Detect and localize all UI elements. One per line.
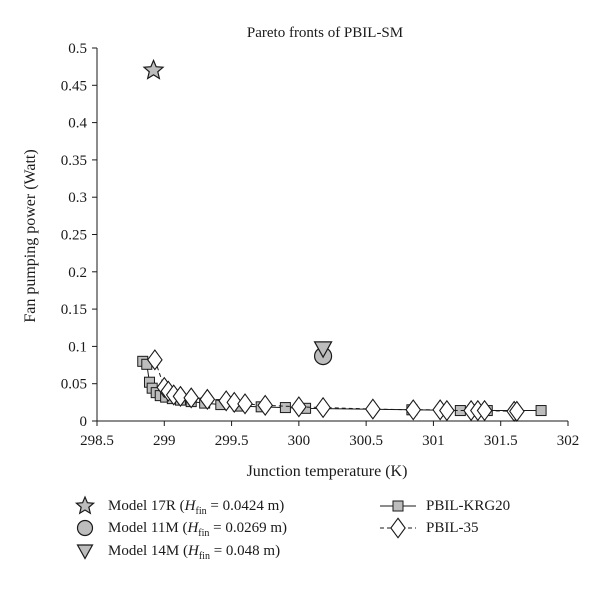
y-axis-ticks: 0 0.05 0.1 0.15 0.2 0.25 0.3 0.35 0.4 0.45 0.5 (61, 41, 97, 430)
chart-title: Pareto fronts of PBIL-SM (247, 25, 403, 41)
data-point (439, 399, 455, 422)
y-tick-label: 0.05 (61, 377, 87, 393)
plot-axes (96, 48, 568, 422)
data-point (509, 400, 525, 422)
model-markers (142, 58, 333, 366)
y-tick-label: 0.1 (68, 339, 87, 355)
data-point (476, 399, 493, 422)
data-point (279, 402, 291, 414)
model-point (313, 341, 333, 359)
legend-label: PBIL-KRG20 (426, 498, 510, 514)
x-tick-label: 300 (288, 433, 311, 449)
model-point (142, 58, 165, 80)
legend-item-model: Model 17R (Hfin = 0.0424 m) (74, 495, 284, 517)
y-tick-label: 0.2 (68, 265, 87, 281)
x-axis-ticks: 298.5 299 299.5 300 300.5 301 301.5 302 (80, 421, 579, 449)
x-axis-label: Junction temperature (K) (247, 463, 408, 480)
legend-label: Model 14M (Hfin = 0.048 m) (108, 543, 280, 562)
series-2 (147, 349, 525, 422)
x-tick-label: 298.5 (80, 433, 114, 449)
legend-item-series: PBIL-35 (380, 517, 479, 539)
legend: Model 17R (Hfin = 0.0424 m) Model 11M (Hf… (74, 495, 510, 562)
y-tick-label: 0.45 (61, 78, 87, 94)
data-point (535, 405, 547, 417)
x-tick-label: 300.5 (349, 433, 383, 449)
legend-item-model: Model 14M (Hfin = 0.048 m) (76, 543, 280, 562)
legend-label: Model 11M (Hfin = 0.0269 m) (108, 520, 287, 539)
y-tick-label: 0 (80, 414, 88, 430)
data-point (199, 388, 216, 411)
legend-marker (74, 495, 96, 515)
x-tick-label: 299.5 (215, 433, 249, 449)
legend-marker (76, 519, 94, 537)
y-tick-label: 0.5 (68, 41, 87, 57)
data-point (183, 387, 200, 409)
x-tick-label: 302 (557, 433, 580, 449)
y-axis-label: Fan pumping power (Watt) (22, 149, 39, 322)
y-tick-label: 0.25 (61, 228, 87, 244)
x-tick-label: 301 (422, 433, 445, 449)
data-point (291, 396, 307, 418)
y-tick-label: 0.15 (61, 302, 87, 318)
data-point (147, 349, 163, 371)
series-layer (137, 349, 547, 422)
legend-marker (76, 544, 94, 560)
legend-item-model: Model 11M (Hfin = 0.0269 m) (76, 519, 287, 539)
legend-label: PBIL-35 (426, 520, 479, 536)
data-point (365, 398, 381, 420)
legend-marker (392, 500, 404, 512)
data-point (226, 391, 243, 414)
data-point (172, 385, 189, 408)
data-point (405, 399, 422, 421)
x-tick-label: 299 (153, 433, 176, 449)
data-point (315, 396, 331, 419)
data-point (237, 393, 253, 415)
legend-label: Model 17R (Hfin = 0.0424 m) (108, 498, 284, 517)
y-tick-label: 0.3 (68, 190, 87, 206)
legend-item-series: PBIL-KRG20 (380, 498, 510, 514)
x-tick-label: 301.5 (484, 433, 518, 449)
y-tick-label: 0.4 (68, 116, 87, 132)
data-point (257, 394, 274, 417)
legend-marker (390, 517, 406, 539)
y-tick-label: 0.35 (61, 153, 87, 169)
